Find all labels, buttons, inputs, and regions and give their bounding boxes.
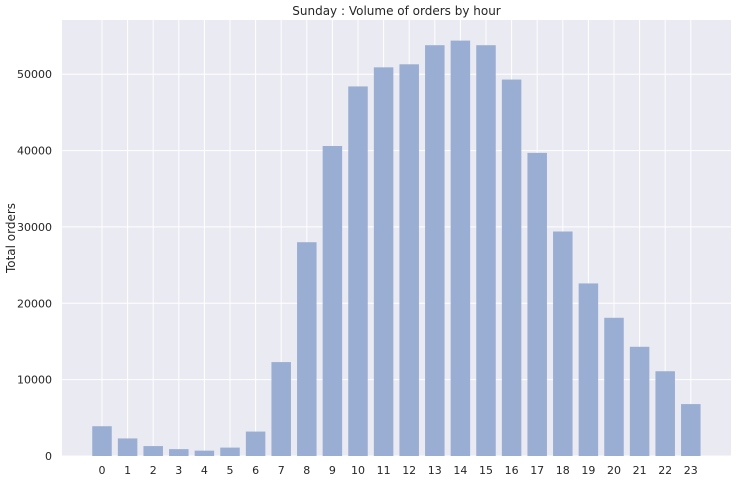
bar-hour-19 <box>578 283 599 456</box>
bar-hour-4 <box>194 450 215 456</box>
bar-hour-16 <box>501 79 522 457</box>
bar-hour-13 <box>425 45 445 456</box>
x-tick-label: 5 <box>227 464 234 477</box>
x-tick-label: 8 <box>303 464 310 477</box>
y-tick-label: 10000 <box>17 374 52 387</box>
bar-hour-15 <box>476 45 496 456</box>
x-tick-label: 1 <box>124 464 131 477</box>
x-tick-label: 16 <box>505 464 519 477</box>
bar-hour-23 <box>681 404 701 456</box>
x-tick-label: 7 <box>278 464 285 477</box>
x-tick-label: 11 <box>377 464 391 477</box>
x-tick-label: 3 <box>175 464 182 477</box>
y-tick-label: 0 <box>45 450 52 463</box>
bar-hour-12 <box>399 64 419 456</box>
x-tick-label: 22 <box>658 464 672 477</box>
x-tick-label: 2 <box>150 464 157 477</box>
bar-hour-17 <box>527 152 547 457</box>
bar-hour-11 <box>373 67 394 457</box>
bar-hour-6 <box>245 431 266 456</box>
bar-hour-21 <box>629 346 650 456</box>
bar-hour-7 <box>271 362 291 456</box>
x-tick-label: 14 <box>453 464 467 477</box>
y-tick-label: 50000 <box>17 68 52 81</box>
bar-hour-2 <box>143 446 163 456</box>
bar-hour-3 <box>169 449 189 456</box>
y-tick-label: 40000 <box>17 145 52 158</box>
x-tick-label: 9 <box>329 464 336 477</box>
bar-hour-14 <box>450 40 471 457</box>
x-tick-label: 12 <box>402 464 416 477</box>
bar-hour-0 <box>92 426 112 456</box>
x-tick-label: 18 <box>556 464 570 477</box>
bars <box>92 40 701 457</box>
bar-hour-18 <box>553 231 573 456</box>
bar-hour-1 <box>117 438 138 456</box>
x-tick-label: 6 <box>252 464 259 477</box>
bar-hour-5 <box>220 447 240 456</box>
x-tick-label: 21 <box>633 464 647 477</box>
x-tick-label: 17 <box>530 464 544 477</box>
x-tick-label: 19 <box>581 464 595 477</box>
bar-hour-9 <box>322 145 343 456</box>
bar-hour-8 <box>297 242 317 456</box>
x-tick-label: 0 <box>99 464 106 477</box>
y-tick-label: 30000 <box>17 221 52 234</box>
bar-hour-20 <box>604 317 624 456</box>
x-tick-label: 20 <box>607 464 621 477</box>
x-tick-label: 10 <box>351 464 365 477</box>
x-tick-label: 4 <box>201 464 208 477</box>
y-axis-title: Total orders <box>4 203 18 274</box>
y-tick-labels: 0 10000 20000 30000 40000 50000 <box>17 68 52 463</box>
chart-title: Sunday : Volume of orders by hour <box>292 4 501 18</box>
x-tick-label: 15 <box>479 464 493 477</box>
bar-hour-22 <box>655 371 675 456</box>
y-tick-label: 20000 <box>17 297 52 310</box>
x-tick-label: 13 <box>428 464 442 477</box>
x-tick-label: 23 <box>684 464 698 477</box>
bar-hour-10 <box>348 86 368 457</box>
x-tick-labels: 0 1 2 3 4 5 6 7 8 9 10 11 12 13 14 15 16 17 18 19 20 21 22 23 <box>99 464 698 477</box>
